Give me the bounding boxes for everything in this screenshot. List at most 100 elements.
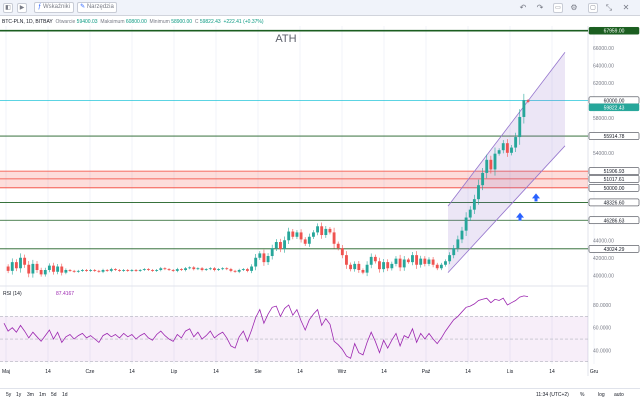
candle-body	[122, 270, 126, 271]
candle-body	[526, 100, 530, 102]
timeframe-1m[interactable]: 1m	[39, 392, 46, 398]
bottom-bar: 5y 1y 3m 1m 5d 1d 11:34 (UTC+2) % log au…	[0, 388, 640, 400]
candle-body	[369, 256, 373, 265]
indicators-label: Wskaźniki	[43, 4, 71, 10]
change-value: +222.41 (+0.37%)	[223, 19, 264, 25]
candle-body	[402, 259, 406, 268]
undo-icon[interactable]: ↶	[519, 3, 527, 12]
price-badge	[588, 245, 640, 253]
candle-body	[361, 270, 365, 273]
candle-body	[80, 270, 84, 271]
rsi-current-value: 87.4167	[56, 291, 74, 297]
candle-body	[283, 240, 286, 250]
candle-body	[217, 269, 220, 271]
settings-gear-icon[interactable]: ⚙	[570, 3, 578, 12]
candle-body	[97, 270, 101, 272]
candle-body	[274, 242, 278, 249]
candle-body	[14, 262, 18, 269]
candle-body	[303, 239, 307, 244]
candle-body	[505, 143, 509, 153]
candle-body	[113, 269, 117, 271]
candle-body	[489, 159, 493, 170]
candle-body	[225, 268, 229, 270]
percent-toggle[interactable]: %	[580, 392, 585, 398]
time-axis-label: 14	[465, 369, 471, 375]
open-value: 59400.03	[76, 19, 98, 25]
time-axis-label: Wrz	[338, 369, 347, 375]
snapshot-icon[interactable]: ▢	[588, 3, 598, 13]
candle-body	[68, 270, 72, 271]
candle-body	[10, 262, 14, 271]
candle-body	[518, 116, 522, 138]
close-icon[interactable]: ✕	[622, 3, 630, 12]
candle-body	[464, 217, 468, 231]
low-label: Minimum	[149, 19, 170, 25]
candle-body	[439, 264, 443, 269]
candle-body	[19, 257, 22, 269]
candle-body	[27, 264, 31, 274]
candle-body	[254, 257, 258, 267]
candle-body	[35, 263, 39, 271]
candle-body	[200, 268, 204, 271]
candle-body	[497, 150, 501, 154]
timeframe-1y[interactable]: 1y	[16, 392, 22, 398]
candle-body	[312, 232, 315, 237]
tools-icon: ✎	[80, 4, 86, 10]
time-axis-label: Lis	[507, 369, 514, 375]
candle-body	[237, 270, 241, 272]
candle-body	[89, 270, 93, 271]
price-badge	[588, 26, 640, 35]
channel-lower-line	[447, 145, 566, 273]
log-toggle[interactable]: log	[598, 392, 605, 398]
candle-body	[411, 255, 414, 263]
candle-body	[365, 264, 369, 273]
symbol-title[interactable]: BTC-PLN, 1D, BITBAY	[2, 19, 53, 25]
clock-display[interactable]: 11:34 (UTC+2)	[536, 392, 569, 398]
candle-body	[299, 232, 303, 240]
rsi-name: RSI (14)	[3, 291, 22, 297]
price-chart[interactable]: 66000.00 64000.00 62000.00 58000.00 54000.00…	[0, 26, 640, 388]
auto-toggle[interactable]: auto	[614, 392, 624, 398]
candle-body	[386, 262, 390, 269]
redo-icon[interactable]: ↷	[536, 3, 544, 12]
fullscreen-icon[interactable]: ▭	[553, 3, 563, 13]
candle-body	[345, 255, 348, 265]
candle-body	[126, 270, 130, 271]
ath-annotation[interactable]: ATH	[275, 33, 296, 45]
price-badge-label: 55914.78	[604, 134, 625, 140]
tools-button[interactable]: ✎ Narzędzia	[77, 2, 117, 13]
candle-body	[163, 268, 167, 270]
candle-body	[468, 209, 472, 218]
candle-body	[171, 270, 175, 271]
chart-icon[interactable]: ◧	[3, 3, 13, 13]
candle-body	[501, 143, 505, 151]
timeframe-3m[interactable]: 3m	[27, 392, 34, 398]
channel-upper-line	[447, 51, 566, 207]
timeframe-5y[interactable]: 5y	[6, 392, 12, 398]
candle-body	[287, 231, 291, 241]
indicators-button[interactable]: ƒ Wskaźniki	[34, 2, 74, 13]
play-icon[interactable]: ▶	[17, 3, 27, 13]
candle-body	[336, 243, 340, 249]
candle-body	[394, 258, 398, 264]
candle-body	[192, 267, 196, 270]
timeframe-1d[interactable]: 1d	[62, 392, 68, 398]
candle-body	[460, 230, 464, 240]
time-axis-label: 14	[45, 369, 51, 375]
candle-body	[448, 255, 452, 262]
price-badge-label: 60000.00	[604, 98, 625, 104]
candle-body	[76, 270, 80, 272]
candle-body	[138, 270, 142, 271]
time-axis-label: Gru	[590, 369, 599, 375]
collapse-icon[interactable]: ⤡	[605, 3, 613, 12]
candle-body	[291, 231, 295, 237]
timeframe-5d[interactable]: 5d	[51, 392, 57, 398]
candle-body	[510, 147, 513, 153]
price-tick-label: 54000.00	[593, 151, 614, 157]
time-axis-label: 14	[549, 369, 555, 375]
candle-body	[47, 265, 51, 271]
indicators-icon: ƒ	[37, 4, 42, 10]
candle-body	[378, 261, 381, 270]
candle-body	[101, 270, 105, 272]
time-axis-label: 14	[381, 369, 387, 375]
